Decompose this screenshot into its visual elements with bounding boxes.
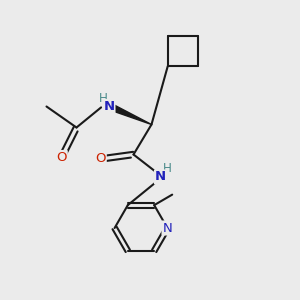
Text: N: N: [103, 100, 115, 113]
Text: O: O: [95, 152, 106, 166]
Text: H: H: [98, 92, 107, 105]
Text: N: N: [163, 221, 172, 235]
Text: O: O: [56, 151, 67, 164]
Text: H: H: [163, 162, 172, 176]
Text: N: N: [155, 170, 166, 184]
Polygon shape: [105, 102, 152, 124]
